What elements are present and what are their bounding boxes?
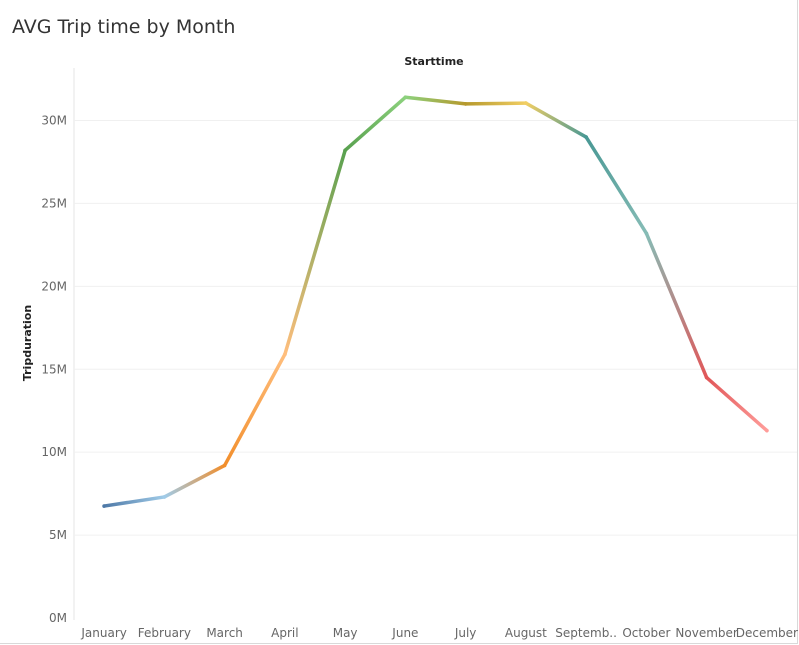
line-segment (463, 101, 528, 106)
x-tick-label: June (391, 626, 418, 640)
x-tick-label: December (736, 626, 798, 640)
data-point[interactable] (524, 101, 528, 105)
series-line (102, 95, 769, 508)
line-segment (162, 463, 227, 499)
x-tick-label: Septemb.. (555, 626, 617, 640)
x-tick-label: August (505, 626, 547, 640)
column-header: Starttime (404, 55, 463, 68)
y-tick-label: 5M (49, 528, 67, 542)
gridlines (73, 68, 797, 620)
line-segment (222, 352, 287, 468)
x-tick-label: November (675, 626, 737, 640)
chart-title: AVG Trip time by Month (12, 16, 236, 38)
line-segment (403, 95, 468, 106)
y-tick-label: 25M (41, 196, 67, 210)
line-segment (343, 95, 408, 153)
data-point[interactable] (283, 352, 287, 357)
line-segment (283, 148, 347, 357)
x-tick-label: January (80, 626, 127, 640)
data-point[interactable] (343, 148, 347, 153)
line-segment (524, 101, 588, 139)
line-segment (584, 135, 649, 236)
x-tick-label: February (138, 626, 191, 640)
x-tick-label: April (271, 626, 298, 640)
line-segment (102, 495, 167, 508)
data-point[interactable] (403, 95, 408, 100)
y-axis-title: Tripduration (21, 305, 34, 381)
data-point[interactable] (644, 231, 649, 236)
y-tick-label: 30M (41, 114, 67, 128)
x-axis-ticks: January February March April May June July Augu… (80, 626, 798, 640)
data-point[interactable] (704, 375, 709, 380)
data-point[interactable] (584, 135, 588, 139)
y-tick-label: 20M (41, 279, 67, 293)
y-axis-ticks: 0M 5M 10M 15M 20M 25M 30M (41, 114, 67, 626)
data-point[interactable] (162, 495, 167, 499)
y-tick-label: 15M (41, 362, 67, 376)
data-point[interactable] (222, 463, 227, 468)
x-tick-label: May (333, 626, 358, 640)
line-segment (644, 231, 709, 380)
x-tick-label: October (622, 626, 670, 640)
data-point[interactable] (463, 102, 468, 106)
data-point[interactable] (765, 428, 769, 433)
x-tick-label: July (454, 626, 477, 640)
y-tick-label: 10M (41, 445, 67, 459)
line-segment (704, 375, 769, 433)
y-tick-label: 0M (49, 611, 67, 625)
data-point[interactable] (102, 504, 106, 508)
x-tick-label: March (206, 626, 243, 640)
